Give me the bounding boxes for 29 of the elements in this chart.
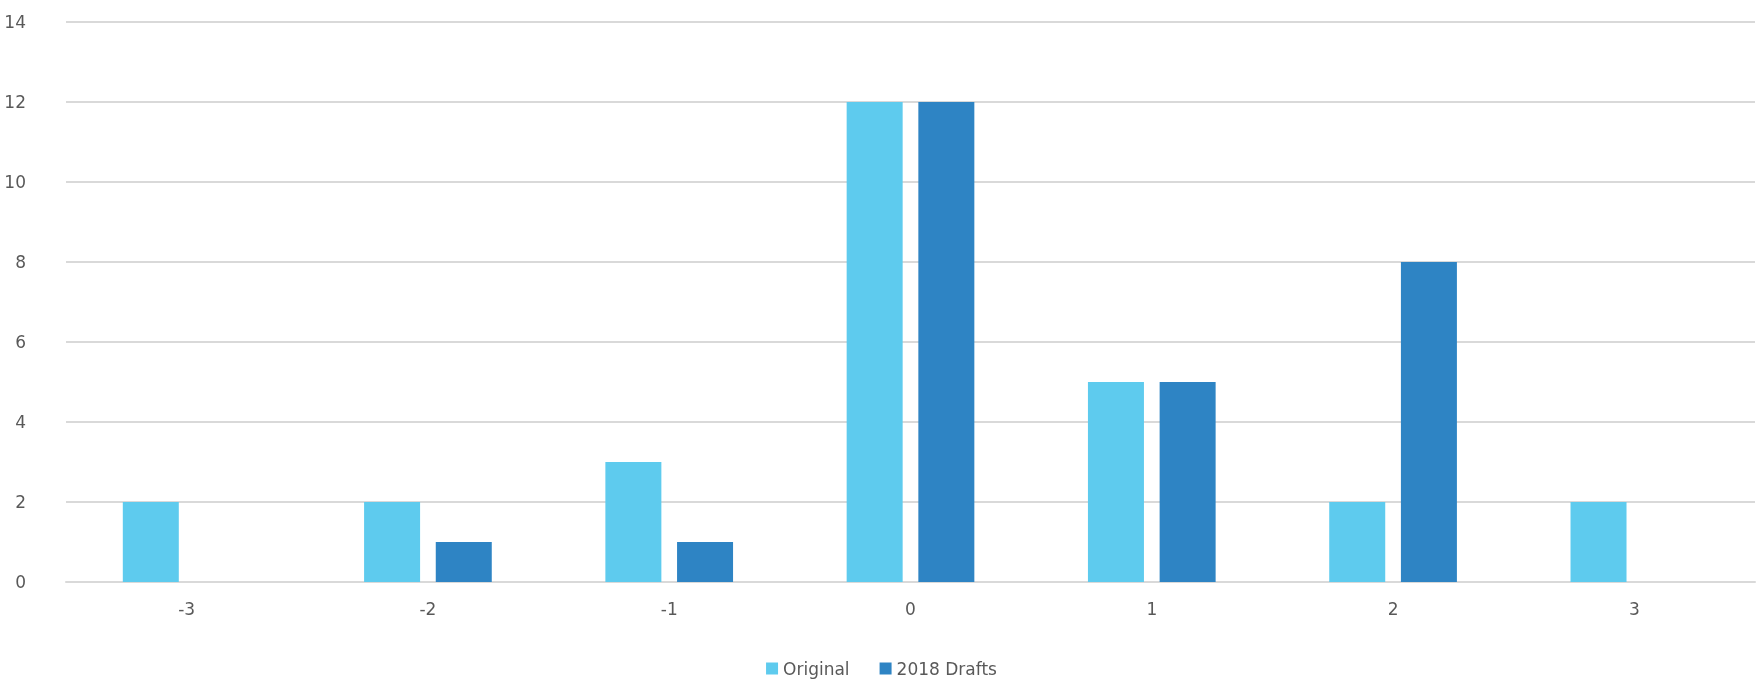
y-tick-label: 6 <box>15 332 26 352</box>
y-tick-label: 2 <box>15 492 26 512</box>
bar <box>1087 382 1144 582</box>
y-tick-label: 4 <box>15 412 26 432</box>
x-tick-label: 1 <box>1146 598 1158 619</box>
bar <box>1159 382 1216 582</box>
legend-label: 2018 Drafts <box>896 658 998 679</box>
y-tick-label: 8 <box>15 252 26 272</box>
bar <box>435 542 492 582</box>
bar <box>677 542 734 582</box>
legend-label: Original <box>783 658 850 679</box>
x-tick-label: -2 <box>419 598 437 619</box>
bar <box>122 502 179 582</box>
y-tick-label: 14 <box>4 12 26 32</box>
bar <box>1570 502 1627 582</box>
x-tick-label: 0 <box>905 598 916 619</box>
y-tick-label: 10 <box>4 172 26 192</box>
x-tick-label: -1 <box>660 598 678 619</box>
bar <box>1329 502 1386 582</box>
bar <box>364 502 421 582</box>
bar <box>918 102 975 582</box>
x-tick-label: 3 <box>1628 598 1640 619</box>
y-tick-label: 0 <box>15 572 26 592</box>
bar <box>846 102 903 582</box>
bar <box>1400 262 1457 582</box>
bar <box>605 462 662 582</box>
x-tick-label: -3 <box>178 598 196 619</box>
x-tick-label: 2 <box>1387 598 1399 619</box>
y-tick-label: 12 <box>4 92 26 112</box>
